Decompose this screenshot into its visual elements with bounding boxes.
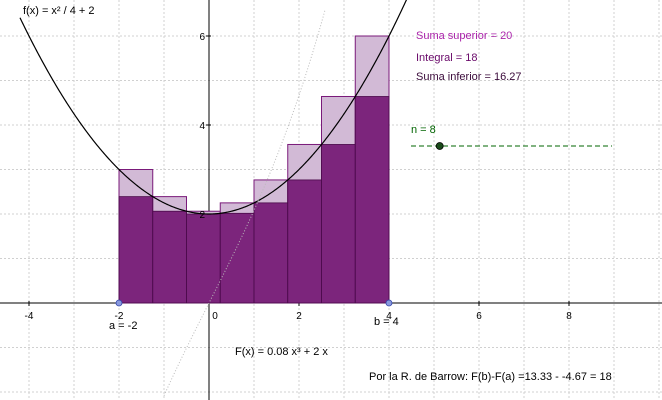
lower-rect	[219, 212, 255, 304]
upper-sum-text: Suma superior = 20	[416, 30, 513, 42]
x-tick-label: 6	[476, 311, 482, 322]
barrow-text: Por la R. de Barrow: F(b)-F(a) =13.33 - …	[369, 371, 612, 383]
point-b[interactable]	[385, 299, 393, 307]
curves	[19, 0, 408, 396]
x-tick-label: -4	[25, 311, 34, 322]
lower-rect	[118, 196, 154, 304]
x-tick-label: 8	[566, 311, 572, 322]
function-curve	[19, 0, 408, 215]
points[interactable]	[115, 299, 393, 307]
x-tick-label: 0	[212, 311, 218, 322]
integral-text: Integral = 18	[416, 52, 478, 64]
point-b-label: b = 4	[374, 316, 399, 328]
x-tick-label: -2	[115, 311, 124, 322]
y-tick-label: 4	[199, 121, 205, 132]
tick-labels: -4 -2 0 2 4 6 8 2 4 6	[25, 32, 573, 322]
lower-rect	[253, 202, 289, 304]
y-tick-label: 2	[199, 210, 205, 221]
point-a-label: a = -2	[109, 320, 138, 332]
slider-n-label: n = 8	[411, 124, 436, 136]
point-a[interactable]	[115, 299, 123, 307]
antiderivative-curve	[163, 9, 326, 396]
slider-n[interactable]	[411, 142, 612, 150]
slider-handle[interactable]	[435, 142, 444, 150]
lower-rect	[321, 144, 356, 304]
x-tick-label: 4	[386, 311, 392, 322]
lower-rect	[287, 179, 322, 304]
y-tick-label: 6	[199, 32, 205, 43]
x-tick-label: 2	[296, 311, 302, 322]
lower-sum-rectangles	[118, 96, 390, 304]
antiderivative-text: F(x) = 0.08 x³ + 2 x	[235, 346, 328, 358]
lower-rect	[354, 96, 390, 304]
lower-rect	[152, 210, 187, 304]
lower-sum-text: Suma inferior = 16.27	[416, 71, 522, 83]
function-label: f(x) = x² / 4 + 2	[23, 5, 95, 17]
